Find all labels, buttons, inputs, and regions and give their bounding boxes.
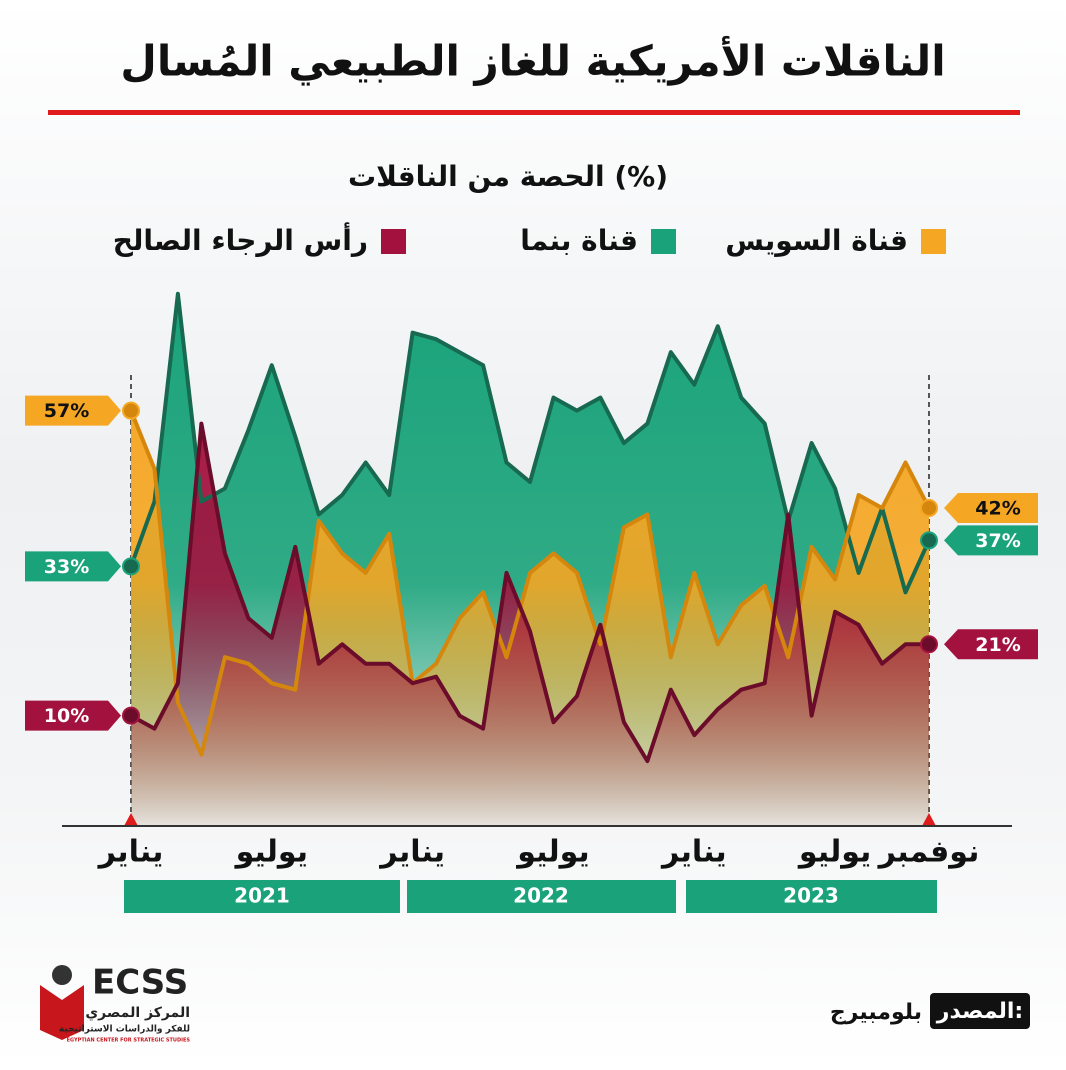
line [130, 421, 929, 764]
legend-swatch [651, 229, 676, 254]
axis-triangle [922, 813, 936, 826]
logo-icon [40, 985, 84, 1040]
value-label-box [25, 700, 121, 731]
x-tick-label: يناير [378, 835, 445, 870]
legend-label: قناة السويس [725, 224, 908, 257]
value-label-box [944, 525, 1038, 556]
value-label-box [25, 551, 121, 582]
x-tick-label: يوليو [515, 835, 589, 870]
year-label: 2021 [234, 884, 290, 908]
value-label: 21% [975, 634, 1020, 656]
source-label-box [930, 993, 1030, 1029]
logo: ECSS المركز المصري للفكر والدراسات الاست… [40, 963, 190, 1044]
year-label: 2023 [783, 884, 839, 908]
value-label: 37% [975, 530, 1020, 552]
value-label: 57% [44, 400, 89, 422]
logo-globe [52, 965, 72, 985]
marker [920, 635, 938, 654]
legend-swatch [921, 229, 946, 254]
year-bar [686, 880, 937, 913]
year-bar [124, 880, 400, 913]
logo-line: EGYPTIAN CENTER FOR STRATEGIC STUDIES [67, 1038, 191, 1044]
marker [122, 706, 140, 725]
chart-title: الناقلات الأمريكية للغاز الطبيعي المُسال [120, 36, 945, 87]
title-rule [48, 110, 1020, 115]
value-label: 10% [44, 705, 89, 727]
x-tick-label: يناير [660, 835, 727, 870]
source: بلومبيرج [830, 1000, 922, 1025]
line [129, 291, 931, 595]
area [131, 423, 929, 826]
value-label-box [944, 629, 1038, 660]
legend-label: رأس الرجاء الصالح [113, 222, 368, 257]
year-bar [407, 880, 676, 913]
legend-label: قناة بنما [520, 224, 638, 257]
logo-line: للفكر والدراسات الاستراتيجية [59, 1025, 190, 1035]
value-label: 42% [975, 497, 1020, 519]
chart-subtitle: الحصة من الناقلات (%) [348, 160, 668, 193]
x-tick-label: يناير [97, 835, 164, 870]
value-label: 33% [44, 556, 89, 578]
x-tick-label: يوليو [234, 835, 308, 870]
source-label: المصدر: [936, 999, 1023, 1024]
x-tick-label: يوليو [797, 835, 871, 870]
axis-triangle [124, 813, 138, 826]
value-label-box [944, 492, 1038, 523]
marker [122, 401, 140, 420]
x-tick-label: نوفمبر [877, 835, 980, 870]
legend-swatch [381, 229, 406, 254]
plot: يناير يوليو يناير يوليو يناير يوليو نوفمبر33%3… [25, 291, 1038, 870]
marker [920, 498, 938, 517]
line [129, 409, 931, 757]
marker [920, 531, 938, 550]
year-label: 2022 [513, 884, 569, 908]
logo-name: ECSS [92, 963, 188, 1003]
value-label-box [25, 395, 121, 426]
marker [122, 557, 140, 576]
logo-line: المركز المصري [85, 1005, 190, 1022]
